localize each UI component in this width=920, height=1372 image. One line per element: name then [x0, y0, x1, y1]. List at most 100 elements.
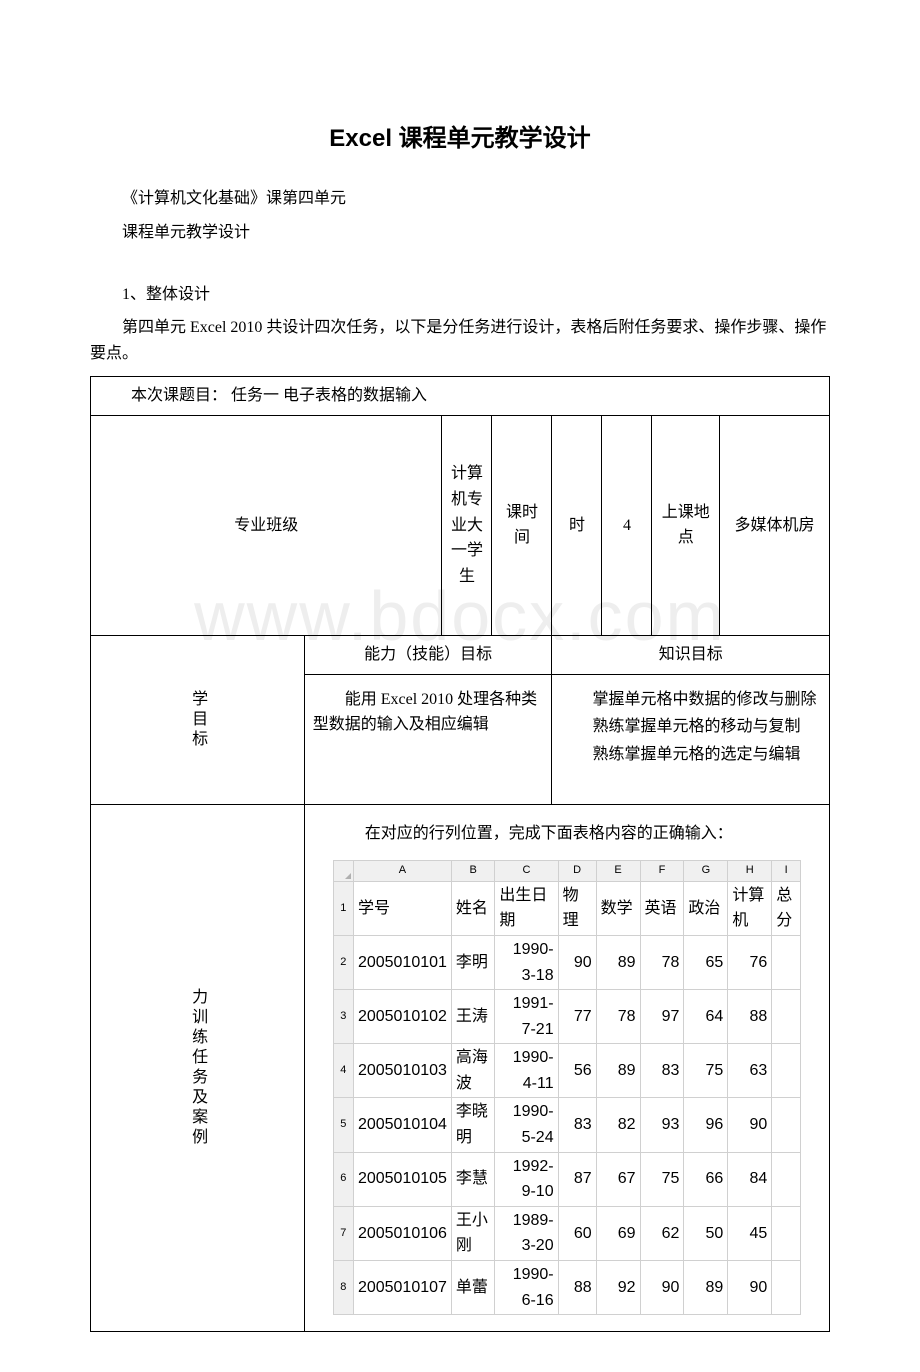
table-row-classinfo: 专业班级 计算机专业大一学生 课时间 时 4 上课地点 多媒体机房 [91, 415, 830, 635]
excel-cell: 97 [640, 990, 684, 1044]
excel-header-cell: 政治 [684, 881, 728, 935]
knowledge-goal-header: 知识目标 [552, 635, 830, 674]
excel-cell: 50 [684, 1206, 728, 1260]
excel-cell: 84 [728, 1152, 772, 1206]
document-content: Excel 课程单元教学设计 《计算机文化基础》课第四单元 课程单元教学设计 1… [90, 120, 830, 1332]
excel-cell: 78 [596, 990, 640, 1044]
excel-cell: 王涛 [451, 990, 494, 1044]
excel-cell: 李明 [451, 935, 494, 989]
excel-col-E: E [596, 861, 640, 882]
excel-cell: 69 [596, 1206, 640, 1260]
excel-cell: 李晓明 [451, 1098, 494, 1152]
skill-goal-cell: 能用 Excel 2010 处理各种类型数据的输入及相应编辑 [304, 674, 552, 804]
goals-sidebar: 学目标 [91, 635, 305, 804]
excel-header-row: 1学号姓名出生日期物理数学英语政治计算机总分 [333, 881, 800, 935]
excel-cell: 90 [728, 1261, 772, 1315]
excel-cell [772, 935, 801, 989]
excel-spreadsheet: A B C D E F G H I 1学号姓名出生日期物理数学英 [333, 860, 801, 1315]
excel-rownum: 5 [333, 1098, 353, 1152]
excel-cell [772, 1206, 801, 1260]
table-row-task: 力训练任务及案例 在对应的行列位置，完成下面表格内容的正确输入： A B C D [91, 804, 830, 1332]
excel-cell: 1989-3-20 [495, 1206, 558, 1260]
excel-col-B: B [451, 861, 494, 882]
excel-cell: 1991-7-21 [495, 990, 558, 1044]
excel-cell: 64 [684, 990, 728, 1044]
excel-cell: 王小刚 [451, 1206, 494, 1260]
knowledge-goal-1: 掌握单元格中数据的修改与删除 [560, 687, 821, 713]
excel-header-cell: 姓名 [451, 881, 494, 935]
excel-header-cell: 英语 [640, 881, 684, 935]
skill-goal-header: 能力（技能）目标 [304, 635, 552, 674]
excel-cell: 1990-5-24 [495, 1098, 558, 1152]
excel-cell: 83 [558, 1098, 596, 1152]
excel-rownum: 2 [333, 935, 353, 989]
location-label: 上课地点 [652, 415, 720, 635]
excel-col-F: F [640, 861, 684, 882]
excel-col-headers: A B C D E F G H I [333, 861, 800, 882]
excel-cell: 75 [640, 1152, 684, 1206]
hours-label: 课时间 [492, 415, 552, 635]
excel-cell: 李慧 [451, 1152, 494, 1206]
excel-cell: 76 [728, 935, 772, 989]
knowledge-goal-2: 熟练掌握单元格的移动与复制 [560, 714, 821, 740]
table-row-goal-headers: 学目标 能力（技能）目标 知识目标 [91, 635, 830, 674]
excel-cell: 75 [684, 1044, 728, 1098]
lesson-design-table: 本次课题目： 任务一 电子表格的数据输入 专业班级 计算机专业大一学生 课时间 … [90, 376, 830, 1332]
excel-data-row: 52005010104李晓明1990-5-248382939690 [333, 1098, 800, 1152]
table-row-topic: 本次课题目： 任务一 电子表格的数据输入 [91, 377, 830, 416]
excel-cell: 60 [558, 1206, 596, 1260]
excel-header-cell: 学号 [353, 881, 451, 935]
excel-data-row: 72005010106王小刚1989-3-206069625045 [333, 1206, 800, 1260]
excel-cell: 66 [684, 1152, 728, 1206]
excel-header-cell: 出生日期 [495, 881, 558, 935]
skill-goal-text: 能用 Excel 2010 处理各种类型数据的输入及相应编辑 [313, 687, 544, 738]
excel-example: 在对应的行列位置，完成下面表格内容的正确输入： A B C D E F [313, 811, 821, 1326]
excel-rownum: 7 [333, 1206, 353, 1260]
excel-cell [772, 1261, 801, 1315]
excel-cell: 89 [596, 1044, 640, 1098]
page-title: Excel 课程单元教学设计 [90, 120, 830, 158]
excel-cell: 87 [558, 1152, 596, 1206]
excel-rownum: 6 [333, 1152, 353, 1206]
excel-cell: 78 [640, 935, 684, 989]
class-value: 计算机专业大一学生 [442, 415, 492, 635]
knowledge-goal-3: 熟练掌握单元格的选定与编辑 [560, 742, 821, 768]
excel-rownum: 3 [333, 990, 353, 1044]
excel-cell: 88 [728, 990, 772, 1044]
excel-col-A: A [353, 861, 451, 882]
excel-cell: 1992-9-10 [495, 1152, 558, 1206]
excel-cell: 1990-4-11 [495, 1044, 558, 1098]
excel-cell: 96 [684, 1098, 728, 1152]
excel-cell: 77 [558, 990, 596, 1044]
excel-cell: 93 [640, 1098, 684, 1152]
excel-cell: 高海波 [451, 1044, 494, 1098]
excel-cell: 56 [558, 1044, 596, 1098]
excel-corner [333, 861, 353, 882]
excel-cell [772, 1098, 801, 1152]
excel-header-cell: 计算机 [728, 881, 772, 935]
topic-cell: 本次课题目： 任务一 电子表格的数据输入 [91, 377, 830, 416]
excel-cell: 90 [728, 1098, 772, 1152]
excel-data-row: 32005010102王涛1991-7-217778976488 [333, 990, 800, 1044]
excel-rownum: 1 [333, 881, 353, 935]
hours-value: 4 [602, 415, 652, 635]
excel-col-H: H [728, 861, 772, 882]
excel-data-row: 62005010105李慧1992-9-108767756684 [333, 1152, 800, 1206]
excel-cell: 88 [558, 1261, 596, 1315]
excel-cell: 2005010101 [353, 935, 451, 989]
task-sidebar: 力训练任务及案例 [91, 804, 305, 1332]
excel-header-cell: 物理 [558, 881, 596, 935]
excel-cell: 63 [728, 1044, 772, 1098]
excel-cell: 89 [596, 935, 640, 989]
excel-col-G: G [684, 861, 728, 882]
task-content-cell: 在对应的行列位置，完成下面表格内容的正确输入： A B C D E F [304, 804, 829, 1332]
excel-cell: 90 [640, 1261, 684, 1315]
excel-cell [772, 1152, 801, 1206]
excel-col-I: I [772, 861, 801, 882]
excel-cell: 82 [596, 1098, 640, 1152]
excel-cell: 90 [558, 935, 596, 989]
knowledge-goal-cell: 掌握单元格中数据的修改与删除 熟练掌握单元格的移动与复制 熟练掌握单元格的选定与… [552, 674, 830, 804]
class-label: 专业班级 [91, 415, 442, 635]
excel-header-cell: 总分 [772, 881, 801, 935]
excel-cell: 92 [596, 1261, 640, 1315]
